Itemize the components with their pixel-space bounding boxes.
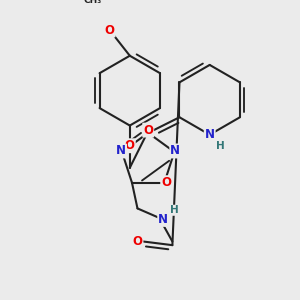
Text: N: N: [158, 213, 168, 226]
Text: O: O: [143, 124, 153, 136]
Text: N: N: [170, 145, 180, 158]
Text: H: H: [170, 205, 178, 215]
Text: O: O: [133, 235, 142, 248]
Text: CH₃: CH₃: [84, 0, 102, 5]
Text: O: O: [161, 176, 171, 189]
Text: H: H: [216, 141, 225, 151]
Text: O: O: [105, 23, 115, 37]
Text: N: N: [116, 145, 126, 158]
Text: N: N: [205, 128, 215, 141]
Text: O: O: [125, 139, 135, 152]
